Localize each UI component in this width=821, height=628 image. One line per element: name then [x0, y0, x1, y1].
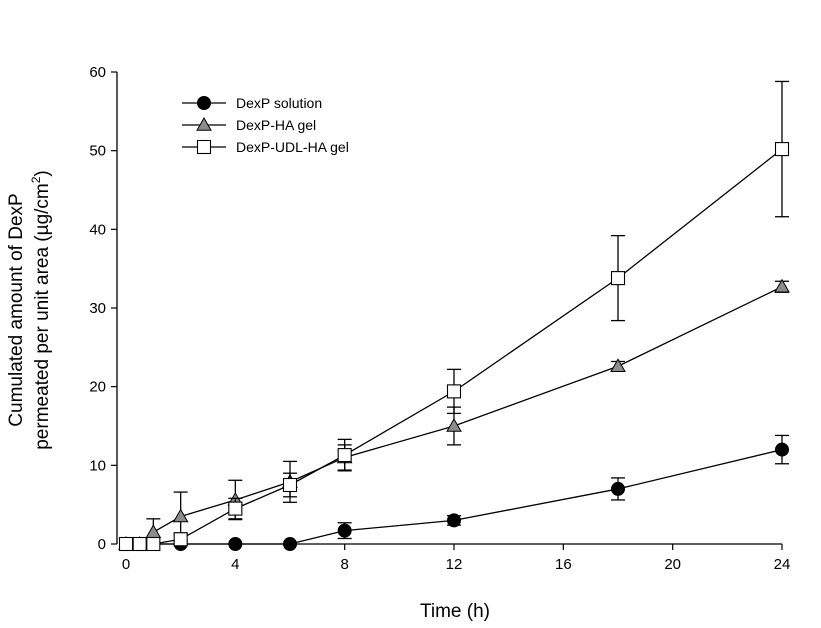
legend-marker: [197, 96, 211, 110]
data-point: [337, 448, 352, 463]
y-axis-label-line2-text: permeated per unit area (µg/cm: [32, 183, 53, 450]
data-point: [228, 501, 243, 516]
legend-marker: [196, 139, 212, 155]
series-line: [126, 448, 783, 545]
data-point: [775, 442, 789, 457]
x-tick-label: 20: [664, 556, 681, 573]
data-point: [610, 271, 626, 286]
x-tick-label: 12: [446, 556, 463, 573]
data-point: [446, 417, 462, 432]
data-point: [118, 536, 134, 552]
data-point: [132, 536, 147, 552]
series-dexp-ha-gel: [118, 278, 790, 550]
y-axis-label-line2-close: ): [32, 170, 53, 176]
data-point: [447, 513, 461, 528]
plot-area: [118, 80, 790, 552]
data-point: [228, 537, 243, 551]
series-dexp-solution: [119, 434, 789, 551]
data-point: [172, 508, 189, 523]
legend-item-dexp-solution: DexP solution: [182, 95, 322, 111]
y-axis-label-superscript: 2: [29, 176, 43, 183]
data-point: [283, 537, 297, 551]
data-point: [282, 477, 298, 493]
legend: DexP solution DexP-HA gel DexP-UDL-HA gel: [182, 95, 349, 155]
y-tick-label: 30: [89, 300, 106, 317]
data-point: [774, 142, 790, 157]
y-tick-label: 0: [98, 536, 106, 553]
axes: 0 4 8 12 16 20 24 0 10 20 30 40 50 60: [89, 64, 790, 573]
y-axis-label: Cumulated amount of DexP permeated per u…: [6, 170, 53, 450]
y-axis-label-line2: permeated per unit area (µg/cm2): [29, 170, 53, 450]
y-axis-label-line1: Cumulated amount of DexP: [6, 193, 27, 426]
y-tick-label: 50: [89, 143, 106, 160]
legend-item-dexp-udl-ha-gel: DexP-UDL-HA gel: [182, 139, 349, 155]
y-tick-label: 20: [89, 379, 106, 396]
data-point: [774, 278, 790, 293]
legend-marker: [196, 116, 212, 131]
legend-item-dexp-ha-gel: DexP-HA gel: [182, 116, 316, 133]
data-point: [337, 523, 352, 538]
y-tick-label: 60: [89, 64, 106, 81]
series-line: [126, 148, 783, 545]
data-point: [611, 481, 625, 496]
data-point: [145, 524, 162, 538]
data-point: [146, 536, 161, 552]
x-tick-label: 16: [555, 556, 572, 573]
legend-label: DexP solution: [236, 95, 322, 111]
x-axis-label: Time (h): [420, 601, 490, 622]
x-tick-label: 8: [340, 556, 348, 573]
legend-label: DexP-HA gel: [236, 117, 316, 133]
x-tick-label: 0: [122, 556, 130, 573]
legend-label: DexP-UDL-HA gel: [236, 139, 349, 155]
data-point: [173, 532, 188, 547]
y-tick-label: 10: [89, 457, 106, 474]
data-point: [446, 384, 462, 399]
data-point: [610, 358, 626, 372]
x-tick-label: 24: [774, 556, 791, 573]
x-tick-label: 4: [231, 556, 239, 573]
series-dexp-udl-ha-gel: [118, 80, 790, 552]
y-tick-label: 40: [89, 221, 106, 238]
